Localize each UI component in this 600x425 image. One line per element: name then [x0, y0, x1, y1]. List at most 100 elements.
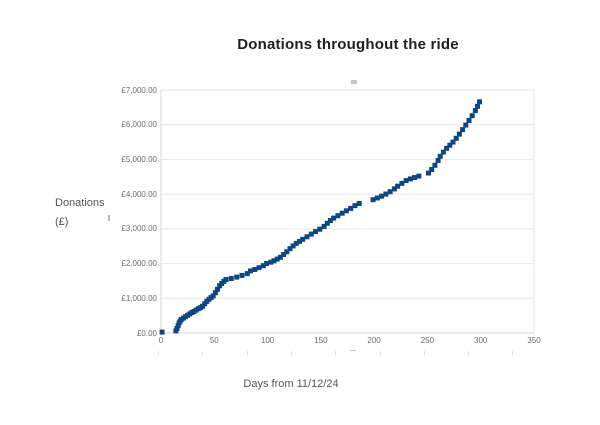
data-point — [174, 326, 180, 331]
data-point — [274, 256, 280, 262]
data-point — [460, 127, 466, 133]
artifact-mark — [351, 80, 357, 84]
data-point — [348, 205, 354, 211]
x-tick-label: 150 — [314, 336, 328, 345]
data-point — [234, 274, 240, 280]
data-point — [308, 231, 314, 237]
artifact-mark — [350, 350, 356, 351]
data-point — [321, 223, 327, 229]
data-point — [370, 197, 376, 203]
data-point — [327, 218, 333, 223]
data-point — [175, 323, 181, 329]
sheet-grid-tick — [379, 351, 381, 355]
data-point — [335, 213, 341, 219]
data-point — [399, 180, 405, 186]
data-point — [475, 103, 480, 109]
data-point — [472, 108, 478, 113]
data-point — [412, 175, 418, 180]
data-point — [379, 193, 385, 199]
sheet-grid-tick — [290, 351, 292, 355]
data-point — [300, 236, 306, 242]
artifact-mark — [108, 215, 110, 221]
y-axis-title-line2: (£) — [55, 216, 69, 228]
data-point — [244, 271, 250, 277]
data-point — [290, 243, 296, 249]
data-point — [324, 220, 330, 226]
data-point — [293, 240, 299, 246]
x-tick-label: 200 — [367, 336, 381, 345]
data-point — [260, 263, 266, 269]
data-point — [456, 131, 462, 137]
y-tick-label: £2,000.00 — [121, 259, 157, 269]
sheet-grid-tick — [468, 351, 470, 355]
sheet-grid-tick — [246, 351, 248, 355]
data-point — [210, 293, 216, 299]
data-point — [317, 226, 323, 232]
x-tick-label: 100 — [260, 336, 275, 345]
data-point — [450, 139, 456, 145]
data-point — [339, 210, 345, 216]
data-point — [440, 149, 446, 155]
data-point — [453, 135, 459, 141]
y-axis-title: Donations (£) — [55, 194, 125, 232]
data-point — [228, 276, 234, 281]
data-point — [477, 99, 483, 105]
data-point — [374, 195, 380, 201]
sheet-grid-tick — [512, 351, 514, 355]
data-point — [444, 145, 450, 151]
data-point — [313, 229, 318, 235]
y-axis-title-line1: Donations — [55, 197, 105, 209]
data-point — [331, 215, 337, 221]
y-tick-label: £5,000.00 — [121, 154, 157, 164]
data-point — [435, 158, 441, 163]
data-point — [248, 268, 253, 274]
y-tick-label: £0.00 — [136, 328, 157, 338]
data-point — [252, 267, 258, 272]
data-point — [432, 162, 438, 168]
data-point — [395, 183, 401, 189]
x-tick-label: 50 — [209, 336, 219, 345]
data-point — [403, 178, 409, 184]
data-point — [281, 252, 287, 257]
data-point — [215, 286, 220, 292]
data-point — [387, 189, 393, 195]
data-point — [447, 142, 453, 148]
data-point — [463, 122, 469, 128]
x-axis-title: Days from 11/12/24 — [243, 378, 339, 390]
data-point — [277, 254, 283, 260]
x-tick-label: 350 — [527, 336, 541, 345]
data-point — [159, 329, 165, 335]
data-point — [239, 272, 245, 278]
y-tick-label: £7,000.00 — [121, 85, 157, 95]
sheet-grid-tick — [423, 351, 425, 355]
x-tick-label: 250 — [420, 336, 435, 345]
y-tick-label: £1,000.00 — [121, 293, 157, 303]
data-point — [297, 238, 302, 244]
x-tick-label: 300 — [474, 336, 488, 345]
data-point — [356, 201, 362, 206]
data-point — [383, 191, 389, 197]
data-point — [343, 208, 349, 214]
chart-title: Donations throughout the ride — [237, 36, 459, 53]
data-point — [416, 173, 422, 179]
data-point — [264, 261, 269, 267]
data-point — [352, 203, 358, 209]
y-tick-label: £4,000.00 — [121, 189, 157, 199]
y-tick-label: £6,000.00 — [121, 120, 157, 130]
data-point — [437, 153, 443, 159]
x-tick-label: 0 — [158, 336, 164, 345]
data-point — [469, 113, 475, 119]
data-point — [407, 176, 413, 182]
y-tick-label: £3,000.00 — [121, 224, 157, 234]
data-point — [284, 249, 290, 255]
data-point — [391, 186, 397, 192]
sheet-grid-tick — [158, 351, 159, 355]
data-point — [466, 118, 472, 123]
data-point — [304, 234, 310, 240]
data-point — [212, 290, 218, 296]
sheet-grid-tick — [202, 351, 204, 355]
sheet-grid-tick — [335, 351, 337, 355]
data-point — [268, 259, 274, 265]
